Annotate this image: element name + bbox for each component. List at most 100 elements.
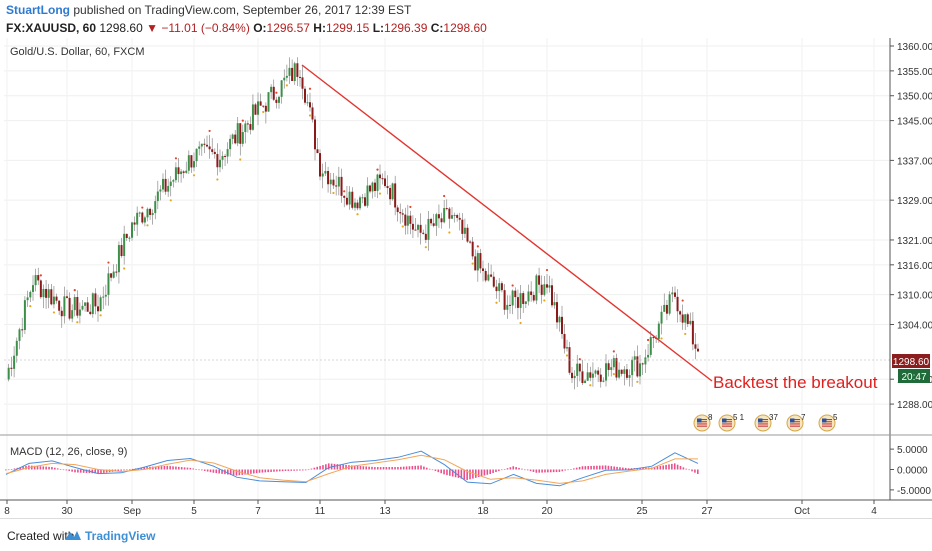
macd-histogram-bar (79, 469, 82, 473)
candle-body (203, 143, 206, 145)
candle-body (697, 348, 699, 352)
candle-body (314, 119, 316, 150)
macd-histogram-bar (425, 467, 428, 470)
candle-body (492, 276, 495, 287)
signal-dot (308, 114, 312, 117)
candle-body (156, 191, 159, 202)
candle-body (631, 359, 634, 376)
candle-body (128, 237, 131, 239)
time-tick-label: 8 (4, 506, 10, 517)
event-count: 37 (769, 413, 778, 422)
macd-histogram-bar (449, 469, 451, 476)
candle-body (275, 99, 278, 103)
signal-dot (39, 274, 42, 277)
candle-body (381, 178, 384, 180)
high-label: H: (313, 21, 326, 35)
macd-axis[interactable]: 5.0000 0.0000 -5.0000 (890, 445, 931, 497)
low-label: L: (372, 21, 385, 35)
close-label: C: (430, 21, 444, 35)
macd-histogram-bar (601, 465, 604, 470)
macd-histogram-bar (627, 468, 630, 470)
macd-histogram-bar (613, 466, 615, 470)
flag-stripe (697, 425, 707, 427)
macd-histogram-bar (622, 467, 624, 470)
trendline[interactable] (301, 64, 713, 382)
candle-body (270, 86, 273, 93)
candle-body (379, 174, 381, 179)
macd-histogram-bar (411, 466, 414, 470)
candle-body (665, 304, 668, 314)
candle-body (187, 155, 190, 171)
price-chart[interactable]: Backtest the breakout Gold/U.S. Dollar, … (0, 38, 932, 518)
author-link[interactable]: StuartLong (6, 3, 70, 17)
macd-histogram-bar (342, 464, 344, 470)
candle-body (628, 375, 631, 378)
macd-histogram-bar (544, 469, 546, 473)
candle-body (131, 222, 133, 238)
candle-body (97, 306, 99, 312)
signal-dot (565, 354, 569, 357)
candle-body (471, 241, 474, 257)
candle-body (340, 176, 343, 196)
candle-body (406, 215, 409, 226)
macd-histogram-bar (371, 466, 373, 470)
signal-dot (612, 350, 615, 353)
last-price-tag-label: 1298.60 (893, 357, 930, 368)
candle-body (104, 294, 107, 297)
candle-body (424, 233, 427, 240)
candle-body (466, 227, 469, 242)
macd-histogram-bar (189, 467, 192, 470)
signal-dot (216, 178, 219, 181)
economic-events[interactable]: 8 5 1 37 7 5 (693, 413, 838, 432)
macd-histogram-bar (573, 468, 575, 470)
macd-histogram-bar (679, 466, 682, 470)
candle-body (419, 224, 422, 233)
macd-histogram-bar (630, 468, 633, 470)
macd-histogram-bar (552, 469, 555, 473)
macd-histogram-bar (512, 466, 515, 470)
candle-body (615, 358, 618, 378)
candle-body (29, 291, 32, 298)
trendline-annotation[interactable]: Backtest the breakout (713, 373, 878, 392)
macd-histogram-bar (25, 466, 27, 470)
candle-body (519, 293, 522, 308)
candle-body (18, 329, 21, 341)
macd-histogram-bar (209, 469, 212, 473)
candle-body (60, 310, 63, 317)
flag-canton (758, 418, 763, 423)
time-tick-label: 18 (477, 506, 489, 517)
candle-body (21, 329, 24, 331)
macd-histogram-bar (385, 467, 388, 470)
macd-histogram-bar (5, 469, 7, 471)
macd-histogram-bar (555, 469, 558, 473)
macd-histogram-bar (201, 469, 203, 471)
signal-dot (471, 262, 474, 265)
macd-histogram-bar (336, 464, 339, 470)
price-tick-label: 1329.00 (897, 196, 932, 207)
macd-histogram-bar (463, 469, 466, 480)
time-tick-label: 5 (191, 506, 197, 517)
candle-body (125, 233, 128, 239)
macd-histogram-bar (146, 466, 148, 470)
candle-body (359, 197, 361, 209)
candle-body (299, 76, 301, 78)
macd-histogram-bar (376, 467, 379, 470)
low-value: 1296.39 (384, 21, 428, 35)
candle-body (267, 92, 270, 112)
candle-body (527, 291, 530, 302)
price-axis[interactable]: 1360.00 1355.00 1350.00 1345.00 1337.00 1329.… (890, 42, 932, 411)
signal-dot (646, 338, 650, 342)
candle-body (509, 304, 511, 306)
symbol-label[interactable]: FX:XAUUSD, 60 (6, 21, 97, 35)
macd-histogram-bar (10, 469, 13, 470)
footer: Created with TradingView (0, 518, 932, 551)
candle-body (524, 301, 527, 304)
candle-body (411, 223, 414, 230)
time-axis[interactable]: 8 30 Sep 5 7 11 13 18 20 25 27 Oct 4 (4, 500, 877, 517)
macd-histogram-bar (316, 466, 318, 470)
macd-pane-title: MACD (12, 26, close, 9) (10, 446, 127, 458)
tradingview-link[interactable]: TradingView (85, 529, 156, 543)
macd-histogram-bar (172, 466, 174, 470)
macd-histogram-bar (567, 469, 569, 471)
candle-body (177, 167, 180, 175)
